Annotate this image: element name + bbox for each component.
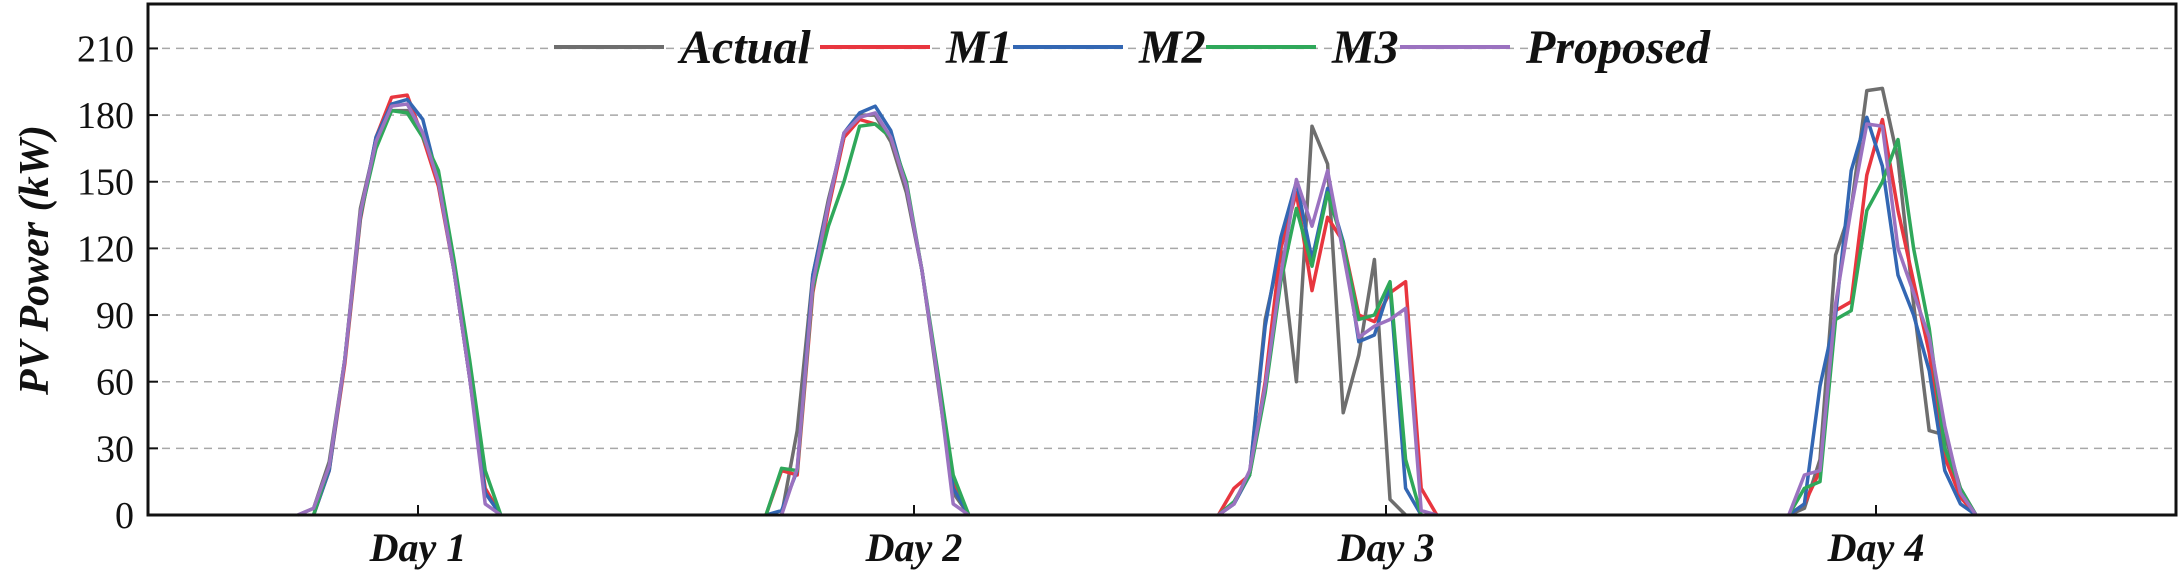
series-line-m3-day1 xyxy=(311,108,503,516)
x-tick-label: Day 1 xyxy=(369,525,467,570)
y-tick-label: 180 xyxy=(77,95,134,137)
x-tick-label: Day 4 xyxy=(1827,525,1925,570)
series-line-proposed-day4 xyxy=(1787,122,1978,517)
series-line-m3-day2 xyxy=(764,122,971,516)
series-line-m2-day2 xyxy=(765,104,971,517)
y-tick-label: 60 xyxy=(96,362,134,404)
y-tick-label: 0 xyxy=(115,495,134,537)
series-line-proposed-day3 xyxy=(1217,168,1438,517)
y-axis-ticks: 0 30 60 90 120 150 180 210 xyxy=(77,28,158,537)
x-tick-label: Day 3 xyxy=(1337,525,1435,570)
y-tick-label: 30 xyxy=(96,428,134,470)
series-line-proposed-day2 xyxy=(779,111,970,517)
y-tick-label: 90 xyxy=(96,295,134,337)
legend-label-proposed: Proposed xyxy=(1525,21,1711,74)
series-line-proposed-day1 xyxy=(297,102,502,517)
series-line-m2-day1 xyxy=(311,97,503,517)
y-tick-label: 120 xyxy=(77,228,134,270)
y-tick-label: 210 xyxy=(77,28,134,70)
legend-label-m2: M2 xyxy=(1138,21,1206,74)
legend: Actual M1 M2 M3 Proposed xyxy=(554,21,1711,74)
plot-frame xyxy=(146,2,2178,517)
series-line-actual-day1 xyxy=(297,108,503,517)
x-axis-ticks: Day 1 Day 2 Day 3 Day 4 xyxy=(369,505,1925,570)
grid-lines xyxy=(148,47,2176,450)
series-line-m1-day1 xyxy=(311,93,503,516)
legend-label-m3: M3 xyxy=(1331,21,1399,74)
series-lines xyxy=(297,86,1978,517)
y-tick-label: 150 xyxy=(77,162,134,204)
x-tick-label: Day 2 xyxy=(865,525,963,570)
series-line-m2-day4 xyxy=(1787,115,1978,517)
series-line-m3-day4 xyxy=(1787,137,1978,516)
legend-label-m1: M1 xyxy=(945,21,1013,74)
y-axis-title: PV Power (kW) xyxy=(12,125,58,396)
legend-label-actual: Actual xyxy=(677,21,811,74)
series-line-m1-day2 xyxy=(764,117,971,516)
series-line-actual-day4 xyxy=(1788,86,1978,517)
